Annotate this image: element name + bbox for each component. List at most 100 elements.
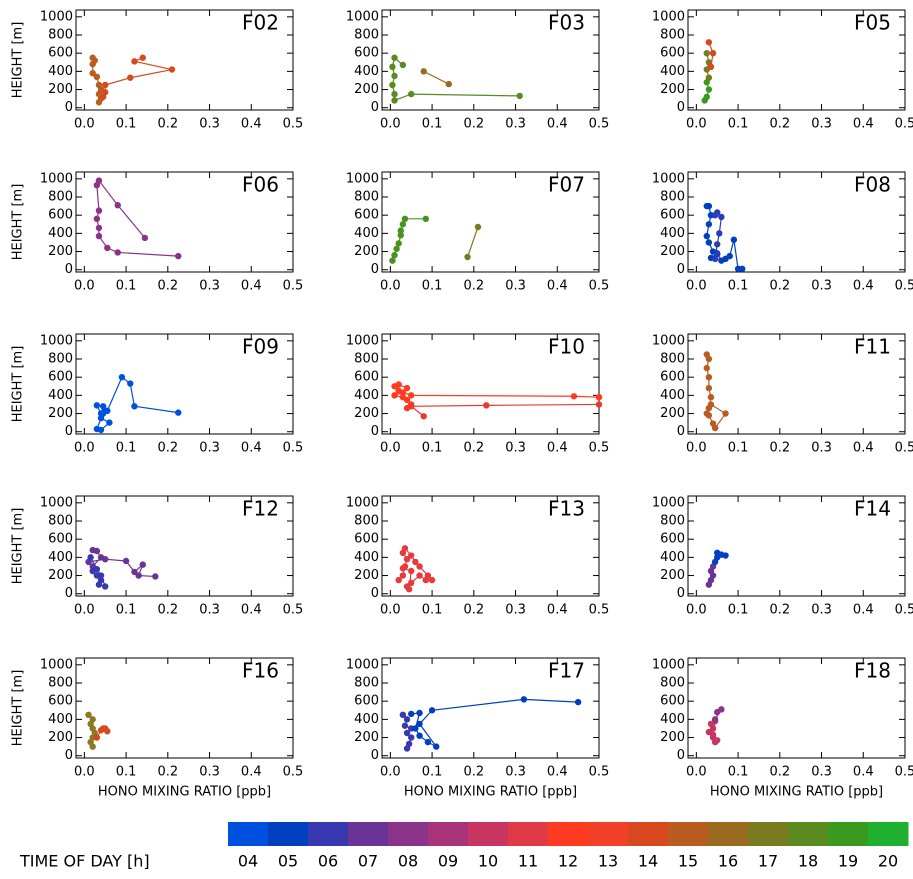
data-point <box>93 215 101 223</box>
data-point <box>739 265 746 273</box>
data-point <box>89 69 96 77</box>
data-point <box>709 731 717 739</box>
x-tick-label: 0.1 <box>728 765 749 780</box>
colorbar-tick-label: 12 <box>558 852 578 871</box>
data-point <box>95 207 103 214</box>
data-point <box>106 419 113 426</box>
x-tick-label: 0.4 <box>853 765 874 780</box>
panel-title: F14 <box>854 497 891 521</box>
plot-frame <box>687 333 906 435</box>
colorbar-tick-label: 14 <box>638 852 658 871</box>
data-point <box>403 745 411 752</box>
y-tick-label: 800 <box>660 676 685 691</box>
y-tick-label: 1000 <box>40 657 73 672</box>
data-point <box>705 221 713 228</box>
y-tick-label: 400 <box>660 64 685 79</box>
data-point <box>412 725 419 732</box>
x-tick-label: 0.4 <box>241 441 262 456</box>
y-tick-label: 400 <box>660 226 685 241</box>
data-point <box>707 401 715 408</box>
y-tick-label: 1000 <box>40 495 73 510</box>
y-tick-label: 200 <box>660 730 685 745</box>
colorbar-block <box>348 822 389 846</box>
x-tick-label: 0.4 <box>853 279 874 294</box>
y-tick-label: 400 <box>354 712 379 727</box>
data-point <box>705 86 713 93</box>
colorbar-tick-label: 11 <box>518 852 538 871</box>
data-point <box>464 253 471 261</box>
colorbar-block <box>468 822 509 846</box>
x-tick-label: 0.0 <box>74 441 95 456</box>
data-point <box>408 579 415 587</box>
colorbar-block <box>828 822 869 846</box>
data-point <box>703 232 710 240</box>
x-tick-label: 0.1 <box>422 117 443 132</box>
y-tick-label: 400 <box>660 550 685 565</box>
panel-title: F13 <box>548 497 585 521</box>
plot-frame <box>381 171 600 273</box>
data-point <box>127 380 134 387</box>
data-point <box>131 58 138 65</box>
data-point <box>420 68 427 75</box>
y-tick-label: 600 <box>354 694 379 709</box>
x-tick-label: 0.5 <box>589 765 610 780</box>
y-tick-label: 1000 <box>652 333 685 348</box>
x-tick-label: 0.4 <box>241 603 262 618</box>
data-point <box>175 409 182 416</box>
colorbar-block <box>308 822 349 846</box>
y-tick-label: 200 <box>354 406 379 421</box>
plot-frame <box>75 9 294 111</box>
plot-frame <box>381 333 600 435</box>
y-tick-label: 200 <box>48 568 73 583</box>
y-tick-label: 1000 <box>346 9 379 24</box>
data-point <box>714 251 721 258</box>
y-tick-label: 0 <box>677 100 685 115</box>
x-tick-label: 0.0 <box>686 441 707 456</box>
colorbar-tick-label: 10 <box>478 852 498 871</box>
y-axis-label: HEIGHT [m] <box>11 184 26 261</box>
x-tick-label: 0.0 <box>74 765 95 780</box>
colorbar-block <box>428 822 469 846</box>
y-tick-label: 0 <box>371 262 379 277</box>
x-tick-label: 0.0 <box>686 603 707 618</box>
data-point <box>722 552 729 559</box>
y-tick-label: 1000 <box>346 657 379 672</box>
data-point <box>93 734 101 741</box>
data-point <box>401 215 409 223</box>
data-point <box>474 223 482 231</box>
colorbar-block <box>388 822 429 846</box>
y-tick-label: 600 <box>660 370 685 385</box>
y-tick-label: 600 <box>660 208 685 223</box>
data-point <box>483 402 490 409</box>
y-tick-label: 400 <box>660 712 685 727</box>
plot-frame <box>75 171 294 273</box>
x-tick-label: 0.0 <box>380 603 401 618</box>
x-tick-label: 0.3 <box>811 441 832 456</box>
data-point <box>391 251 398 259</box>
data-point <box>399 221 407 228</box>
plot-frame <box>687 171 906 273</box>
x-tick-label: 0.1 <box>422 441 443 456</box>
y-tick-label: 1000 <box>652 495 685 510</box>
data-point <box>703 364 710 372</box>
data-point <box>420 413 427 420</box>
profile-line <box>706 53 710 78</box>
x-tick-label: 0.5 <box>283 603 304 618</box>
x-tick-label: 0.3 <box>199 117 220 132</box>
data-point <box>122 557 130 565</box>
panel-title: F08 <box>854 173 891 197</box>
x-tick-label: 0.0 <box>380 117 401 132</box>
y-tick-label: 200 <box>48 82 73 97</box>
y-tick-label: 200 <box>660 568 685 583</box>
x-tick-label: 0.2 <box>463 279 484 294</box>
x-tick-label: 0.0 <box>686 117 707 132</box>
y-tick-label: 0 <box>677 424 685 439</box>
y-tick-label: 600 <box>48 46 73 61</box>
x-tick-label: 0.1 <box>116 441 137 456</box>
x-tick-label: 0.4 <box>241 117 262 132</box>
data-point <box>408 734 415 741</box>
y-tick-label: 0 <box>677 748 685 763</box>
y-tick-label: 400 <box>48 550 73 565</box>
data-point <box>87 554 94 561</box>
